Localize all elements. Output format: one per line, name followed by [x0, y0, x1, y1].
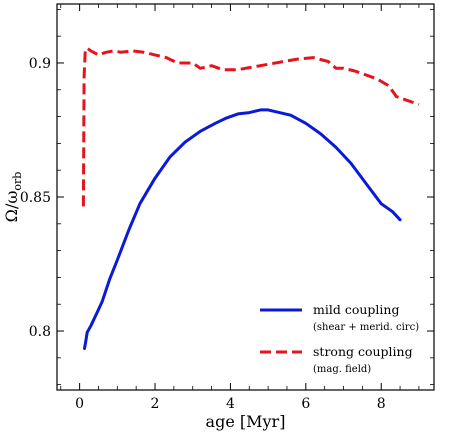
- series-line-mild-coupling: [83, 108, 402, 350]
- x-tick-label: 4: [226, 396, 235, 412]
- x-tick-label: 2: [151, 396, 160, 412]
- y-tick-label: 0.8: [29, 324, 51, 340]
- tick-labels: 0 2 4 6 8 0.8 0.85 0.9: [20, 56, 386, 412]
- x-tick-label: 6: [301, 396, 310, 412]
- legend-label-mild-coupling: mild coupling: [313, 302, 399, 317]
- legend-note-mild-coupling: (shear + merid. circ): [313, 322, 419, 333]
- y-tick-label: 0.85: [20, 190, 51, 206]
- y-tick-label: 0.9: [29, 56, 51, 72]
- y-axis-label-subscript: orb: [11, 172, 24, 191]
- y-axis-label: Ω/ωorb: [2, 172, 24, 223]
- legend-label-strong-coupling: strong coupling: [313, 344, 413, 359]
- x-tick-label: 0: [75, 396, 84, 412]
- plot-frame: [56, 3, 435, 391]
- x-axis-label: age [Myr]: [206, 412, 286, 431]
- y-axis-label-main: Ω/ω: [2, 191, 21, 223]
- legend: mild coupling (shear + merid. circ) stro…: [260, 302, 419, 375]
- series-lines: [81, 46, 420, 350]
- legend-note-strong-coupling: (mag. field): [313, 364, 371, 375]
- series-line-strong-coupling: [81, 46, 420, 207]
- axis-ticks: [57, 4, 434, 390]
- x-tick-label: 8: [377, 396, 386, 412]
